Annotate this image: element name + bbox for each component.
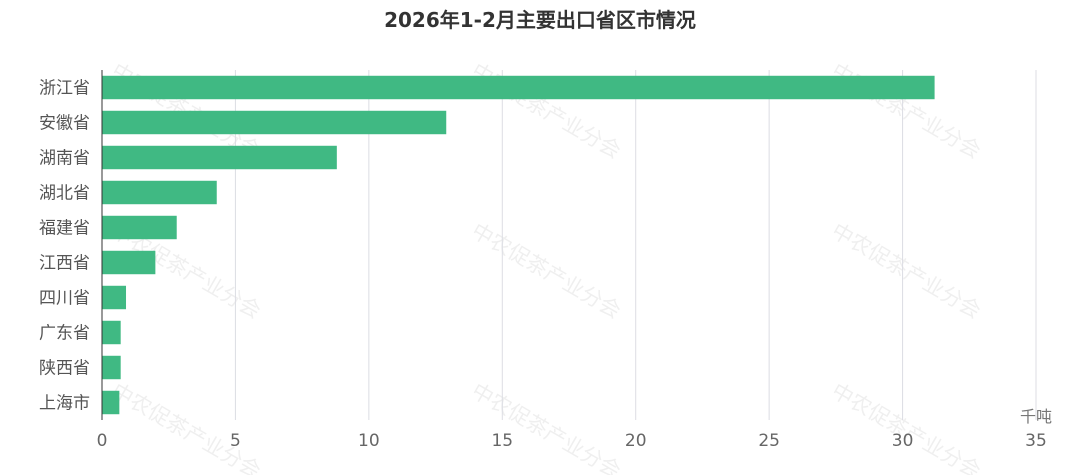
x-tick-label: 0 xyxy=(97,431,108,451)
bar[interactable] xyxy=(102,250,156,275)
bar[interactable] xyxy=(102,75,935,100)
bar[interactable] xyxy=(102,320,121,345)
chart-title: 2026年1-2月主要出口省区市情况 xyxy=(384,8,696,32)
x-tick-labels: 0 5 10 15 20 25 30 35 xyxy=(97,431,1047,451)
watermark-text: 中农促茶产业分会 xyxy=(468,219,625,324)
category-label: 安徽省 xyxy=(39,114,90,134)
category-label: 福建省 xyxy=(39,219,90,239)
x-tick-label: 25 xyxy=(758,431,780,451)
category-label: 四川省 xyxy=(39,289,90,309)
x-tick-label: 35 xyxy=(1025,431,1047,451)
category-label: 浙江省 xyxy=(39,79,90,99)
bars xyxy=(102,75,935,415)
x-tick-label: 20 xyxy=(625,431,647,451)
watermark-text: 中农促茶产业分会 xyxy=(108,379,265,475)
bar[interactable] xyxy=(102,285,127,310)
category-label: 江西省 xyxy=(39,254,90,274)
category-label: 陕西省 xyxy=(39,359,90,379)
bar[interactable] xyxy=(102,110,447,135)
watermark-text: 中农促茶产业分会 xyxy=(828,219,985,324)
x-unit-label: 千吨 xyxy=(1020,407,1052,426)
bar[interactable] xyxy=(102,355,121,380)
x-tick-label: 15 xyxy=(491,431,513,451)
category-label: 广东省 xyxy=(39,324,90,344)
watermark-text: 中农促茶产业分会 xyxy=(828,379,985,475)
watermark-text: 中农促茶产业分会 xyxy=(828,59,985,164)
bar[interactable] xyxy=(102,390,120,415)
x-tick-label: 10 xyxy=(358,431,380,451)
category-label: 湖北省 xyxy=(39,184,90,204)
x-tick-label: 30 xyxy=(892,431,914,451)
watermark-text: 中农促茶产业分会 xyxy=(468,59,625,164)
category-label: 上海市 xyxy=(39,394,90,414)
bar[interactable] xyxy=(102,145,337,170)
category-label: 湖南省 xyxy=(39,149,90,169)
bar[interactable] xyxy=(102,180,217,205)
bar[interactable] xyxy=(102,215,177,240)
watermark-text: 中农促茶产业分会 xyxy=(468,379,625,475)
x-tick-label: 5 xyxy=(230,431,241,451)
